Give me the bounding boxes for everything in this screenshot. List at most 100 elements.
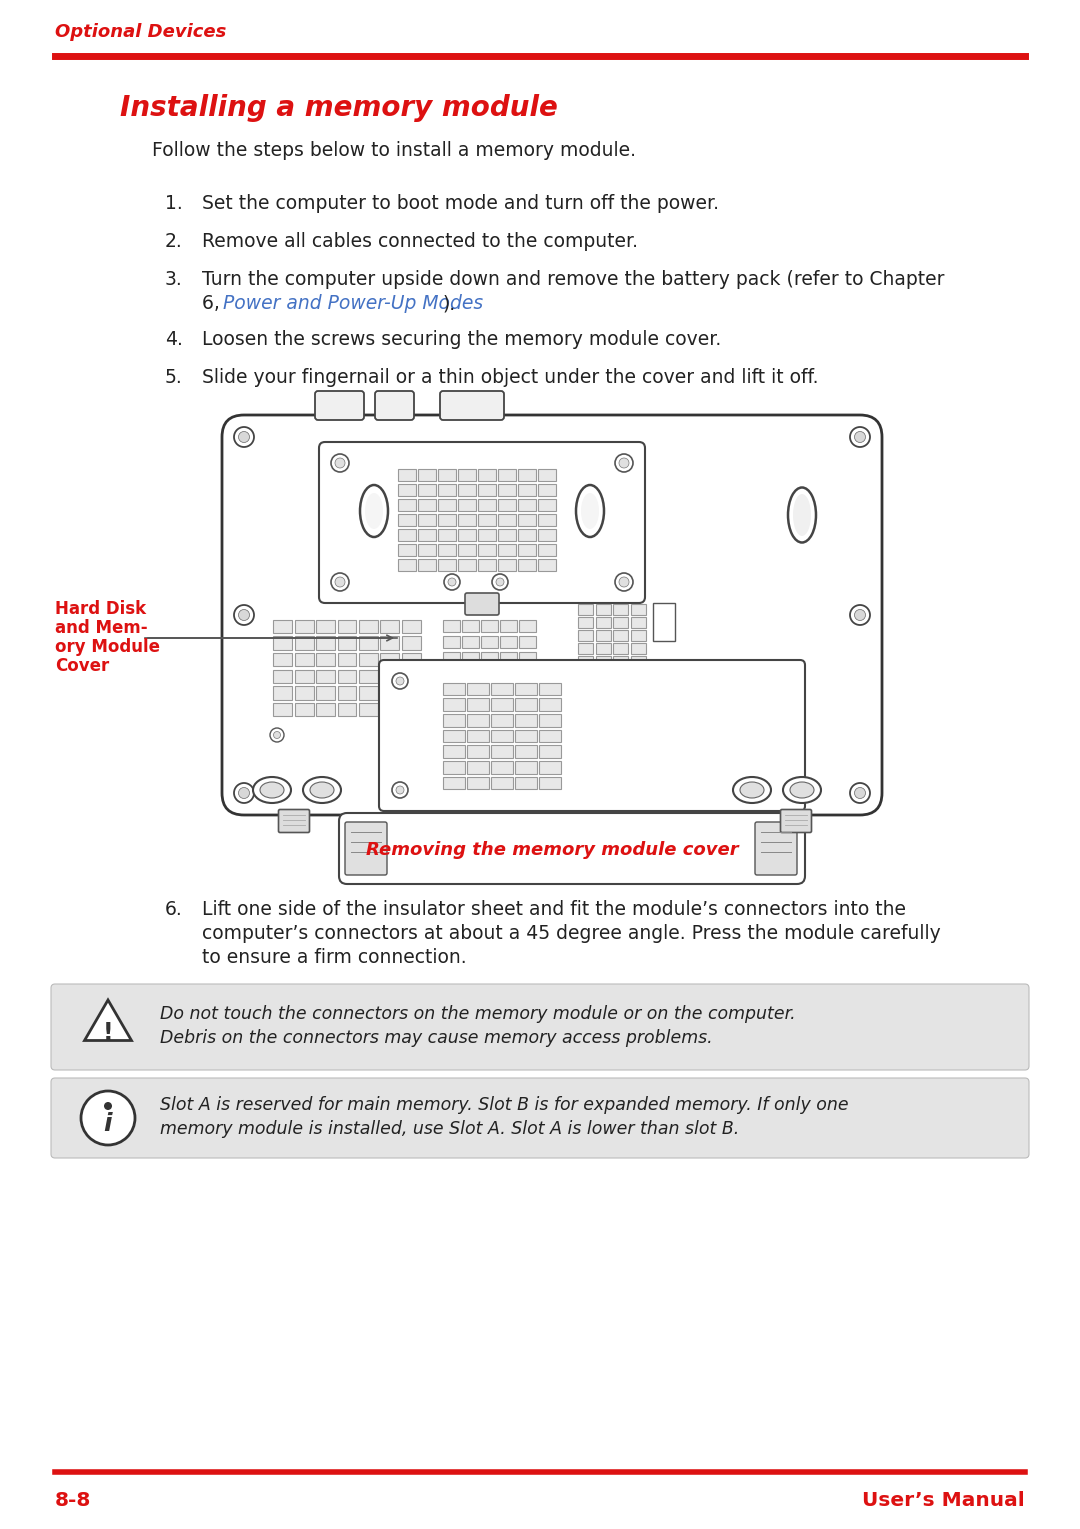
Ellipse shape: [365, 492, 383, 529]
Circle shape: [615, 573, 633, 592]
Bar: [631, 656, 646, 667]
Ellipse shape: [260, 781, 284, 798]
Bar: [515, 682, 537, 696]
Circle shape: [81, 1092, 135, 1145]
Bar: [578, 604, 593, 615]
Text: memory module is installed, use Slot A. Slot A is lower than slot B.: memory module is installed, use Slot A. …: [160, 1121, 739, 1138]
Bar: [359, 653, 378, 667]
Bar: [273, 636, 293, 650]
Bar: [468, 699, 488, 711]
Bar: [295, 670, 313, 683]
Text: Hard Disk: Hard Disk: [55, 599, 146, 618]
Bar: [273, 670, 293, 683]
Bar: [578, 656, 593, 667]
Bar: [613, 670, 629, 680]
Ellipse shape: [581, 492, 599, 529]
Bar: [338, 636, 356, 650]
Bar: [515, 714, 537, 726]
Bar: [438, 468, 456, 480]
Bar: [468, 682, 488, 696]
Bar: [443, 683, 460, 696]
Bar: [295, 703, 313, 716]
Ellipse shape: [576, 485, 604, 537]
Circle shape: [554, 665, 561, 671]
Bar: [631, 722, 646, 732]
Bar: [399, 543, 416, 555]
Bar: [631, 670, 646, 680]
Bar: [482, 668, 498, 680]
Bar: [478, 468, 496, 480]
Text: ory Module: ory Module: [55, 638, 160, 656]
Bar: [478, 529, 496, 540]
FancyBboxPatch shape: [379, 661, 805, 810]
Circle shape: [335, 576, 345, 587]
Circle shape: [550, 661, 564, 674]
Circle shape: [392, 673, 408, 690]
Bar: [613, 618, 629, 628]
Bar: [444, 729, 464, 742]
Bar: [462, 668, 478, 680]
Bar: [444, 746, 464, 758]
Bar: [482, 651, 498, 665]
Bar: [491, 746, 513, 758]
Circle shape: [850, 427, 870, 446]
Bar: [613, 696, 629, 706]
Bar: [338, 703, 356, 716]
Text: and Mem-: and Mem-: [55, 619, 148, 638]
Bar: [515, 699, 537, 711]
Bar: [418, 498, 436, 511]
Ellipse shape: [253, 777, 291, 803]
Bar: [482, 636, 498, 648]
Text: Debris on the connectors may cause memory access problems.: Debris on the connectors may cause memor…: [160, 1029, 713, 1047]
Bar: [578, 644, 593, 654]
Bar: [462, 651, 478, 665]
Bar: [613, 708, 629, 719]
Bar: [338, 619, 356, 633]
Bar: [519, 683, 536, 696]
Bar: [491, 682, 513, 696]
Bar: [631, 696, 646, 706]
Bar: [468, 714, 488, 726]
Circle shape: [396, 677, 404, 685]
FancyBboxPatch shape: [51, 1078, 1029, 1157]
Bar: [399, 558, 416, 570]
Bar: [539, 699, 561, 711]
Circle shape: [608, 740, 616, 746]
Bar: [538, 529, 556, 540]
Bar: [273, 687, 293, 700]
Bar: [468, 761, 488, 774]
FancyBboxPatch shape: [319, 442, 645, 602]
Ellipse shape: [788, 488, 816, 543]
Bar: [399, 498, 416, 511]
Bar: [595, 604, 611, 615]
Circle shape: [854, 610, 865, 621]
Bar: [338, 653, 356, 667]
Bar: [500, 651, 517, 665]
Ellipse shape: [310, 781, 334, 798]
Bar: [443, 651, 460, 665]
Bar: [578, 670, 593, 680]
Bar: [458, 529, 476, 540]
Bar: [380, 653, 400, 667]
Bar: [595, 696, 611, 706]
Bar: [518, 529, 536, 540]
Bar: [539, 714, 561, 726]
Circle shape: [396, 786, 404, 794]
Bar: [438, 498, 456, 511]
Circle shape: [234, 427, 254, 446]
Bar: [631, 682, 646, 693]
FancyBboxPatch shape: [315, 391, 364, 420]
Bar: [359, 670, 378, 683]
Text: !: !: [103, 1021, 113, 1044]
Bar: [418, 468, 436, 480]
Bar: [438, 514, 456, 526]
Bar: [380, 619, 400, 633]
Circle shape: [448, 578, 456, 586]
Bar: [478, 514, 496, 526]
Bar: [402, 636, 421, 650]
Bar: [519, 651, 536, 665]
Circle shape: [444, 573, 460, 590]
Text: i: i: [104, 1112, 112, 1136]
FancyBboxPatch shape: [222, 414, 882, 815]
Bar: [316, 636, 335, 650]
